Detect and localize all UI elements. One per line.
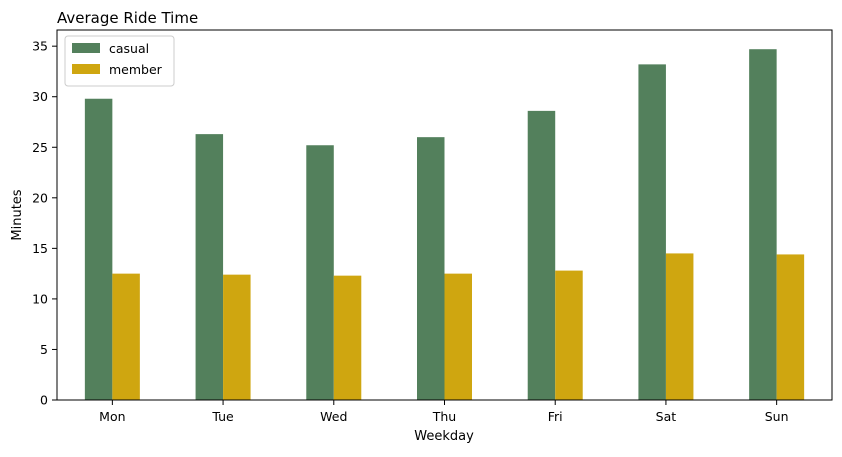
legend: casual member — [64, 35, 175, 87]
bar-member-fri — [555, 270, 583, 400]
bar-member-sun — [776, 254, 805, 400]
legend-label-member: member — [109, 62, 163, 77]
y-tick-label: 30 — [32, 89, 48, 104]
bars-group — [84, 49, 805, 401]
y-tick-label: 35 — [32, 39, 48, 54]
y-tick-label: 25 — [32, 140, 48, 155]
bar-casual-tue — [195, 134, 224, 401]
y-tick-label: 10 — [32, 291, 48, 306]
x-tick-label-wed: Wed — [320, 409, 347, 424]
bar-casual-sat — [638, 64, 666, 400]
y-axis-label: Minutes — [10, 189, 25, 240]
x-axis-label: Weekday — [414, 429, 474, 444]
y-tick-label: 0 — [40, 393, 48, 408]
bar-casual-mon — [84, 98, 113, 401]
x-tick-label-mon: Mon — [99, 409, 125, 424]
bar-member-thu — [444, 273, 472, 400]
plot-frame — [56, 29, 833, 401]
bar-member-mon — [112, 273, 140, 400]
x-tick-label-sun: Sun — [765, 409, 789, 424]
x-tick-label-sat: Sat — [656, 409, 677, 424]
y-tick-label: 20 — [32, 190, 48, 205]
x-tick-label-fri: Fri — [548, 409, 563, 424]
bar-member-tue — [223, 274, 251, 400]
y-tick-label: 15 — [32, 241, 48, 256]
legend-swatch-member — [72, 64, 100, 74]
y-axis: 0 5 10 15 20 25 30 35 — [32, 39, 57, 408]
x-tick-label-thu: Thu — [432, 409, 456, 424]
bar-casual-wed — [306, 145, 334, 400]
bar-member-wed — [333, 275, 362, 400]
bar-member-sat — [665, 253, 694, 400]
x-tick-label-tue: Tue — [211, 409, 234, 424]
legend-label-casual: casual — [109, 41, 149, 56]
legend-swatch-casual — [72, 43, 100, 53]
y-tick-label: 5 — [40, 342, 48, 357]
bar-casual-sun — [749, 49, 777, 401]
x-axis: Mon Tue Wed Thu Fri Sat Sun — [99, 400, 789, 424]
chart-title: Average Ride Time — [57, 9, 198, 27]
bar-casual-thu — [417, 137, 445, 401]
bar-casual-fri — [527, 110, 556, 400]
